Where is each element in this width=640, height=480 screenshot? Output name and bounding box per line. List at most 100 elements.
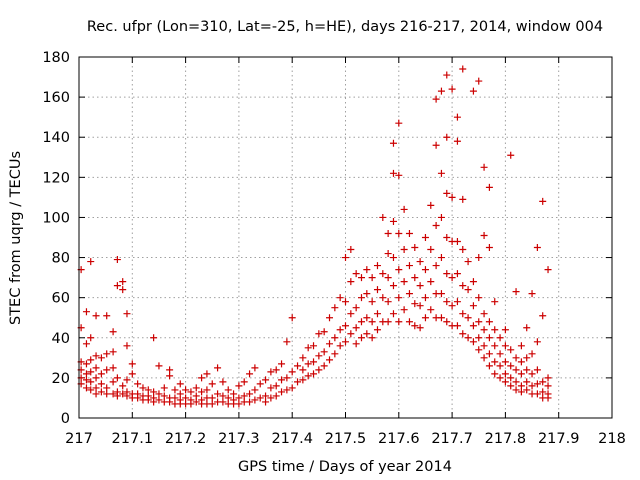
- data-point: [283, 338, 291, 346]
- data-point: [411, 300, 419, 308]
- data-point: [103, 350, 111, 358]
- data-point: [92, 364, 100, 372]
- data-point: [512, 386, 520, 394]
- data-point: [224, 394, 232, 402]
- data-point: [416, 324, 424, 332]
- data-point: [139, 384, 147, 392]
- data-point: [214, 390, 222, 398]
- data-point: [92, 352, 100, 360]
- data-point: [389, 254, 397, 262]
- data-point: [230, 390, 238, 398]
- data-point: [87, 356, 95, 364]
- data-point: [283, 374, 291, 382]
- data-point: [523, 354, 531, 362]
- data-point: [304, 344, 312, 352]
- data-point: [400, 246, 408, 254]
- data-point: [103, 384, 111, 392]
- y-tick-label: 20: [52, 371, 70, 387]
- data-point: [379, 270, 387, 278]
- data-point: [320, 348, 328, 356]
- data-point: [119, 390, 127, 398]
- data-point: [144, 396, 152, 404]
- data-point: [480, 310, 488, 318]
- data-point: [208, 400, 216, 408]
- data-point: [389, 310, 397, 318]
- data-point: [528, 350, 536, 358]
- data-point: [517, 342, 525, 350]
- data-point: [507, 382, 515, 390]
- data-point: [507, 362, 515, 370]
- data-point: [448, 302, 456, 310]
- data-point: [384, 274, 392, 282]
- x-tick-label: 217: [65, 431, 93, 447]
- data-point: [459, 246, 467, 254]
- data-point: [315, 366, 323, 374]
- data-point: [331, 350, 339, 358]
- data-point: [155, 396, 163, 404]
- data-point: [544, 266, 552, 274]
- data-point: [464, 286, 472, 294]
- data-point: [395, 119, 403, 127]
- data-point: [342, 298, 349, 306]
- data-point: [475, 334, 483, 342]
- data-point: [113, 392, 121, 400]
- data-point: [373, 286, 381, 294]
- data-point: [501, 326, 509, 334]
- data-point: [352, 324, 360, 332]
- data-point: [97, 380, 105, 388]
- data-point: [182, 394, 190, 402]
- data-point: [485, 318, 493, 326]
- data-point: [82, 384, 90, 392]
- data-point: [400, 278, 408, 286]
- data-point: [368, 318, 376, 326]
- data-point: [320, 362, 328, 370]
- data-point: [357, 274, 365, 282]
- data-point: [109, 364, 117, 372]
- data-point: [134, 394, 142, 402]
- data-point: [336, 342, 344, 350]
- data-point: [459, 195, 467, 203]
- y-tick-label: 80: [52, 251, 70, 267]
- data-point: [299, 354, 307, 362]
- data-point: [82, 370, 90, 378]
- data-point: [272, 392, 280, 400]
- data-point: [182, 386, 190, 394]
- data-point: [384, 229, 392, 237]
- data-point: [97, 370, 105, 378]
- data-point: [262, 392, 270, 400]
- data-point: [443, 298, 451, 306]
- data-point: [342, 322, 349, 330]
- data-point: [480, 163, 488, 171]
- data-point: [416, 282, 424, 290]
- data-point: [373, 262, 381, 270]
- data-point: [119, 382, 127, 390]
- data-point: [432, 221, 440, 229]
- data-point: [523, 366, 531, 374]
- data-point: [368, 334, 376, 342]
- data-point: [87, 334, 95, 342]
- data-point: [485, 350, 493, 358]
- data-point: [491, 298, 499, 306]
- data-point: [128, 370, 136, 378]
- data-point: [310, 342, 318, 350]
- data-point: [469, 302, 477, 310]
- data-point: [443, 318, 451, 326]
- data-point: [416, 302, 424, 310]
- data-point: [528, 382, 536, 390]
- data-point: [150, 334, 158, 342]
- data-point: [437, 169, 445, 177]
- data-point: [357, 318, 365, 326]
- data-point: [326, 340, 334, 348]
- data-point: [517, 382, 525, 390]
- data-point: [87, 368, 95, 376]
- data-point: [464, 334, 472, 342]
- data-point: [187, 388, 195, 396]
- data-point: [459, 282, 467, 290]
- data-point: [485, 334, 493, 342]
- data-point: [491, 370, 499, 378]
- data-point: [453, 238, 461, 246]
- data-point: [395, 171, 403, 179]
- data-point: [320, 328, 328, 336]
- x-axis-label: GPS time / Days of year 2014: [238, 459, 452, 475]
- data-point: [389, 139, 397, 147]
